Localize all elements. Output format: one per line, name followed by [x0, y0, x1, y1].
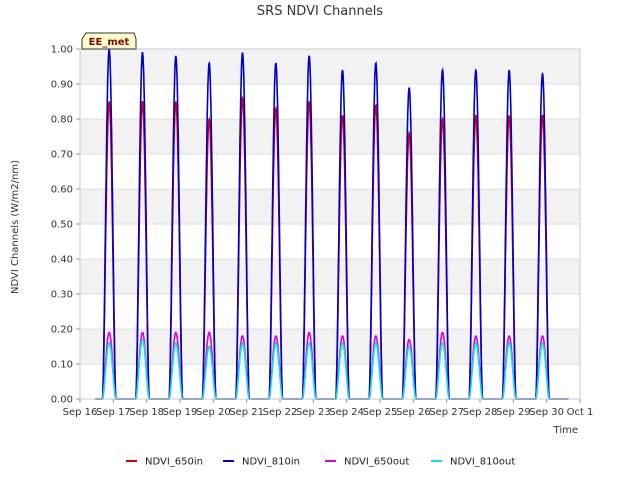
legend-label: NDVI_810out [450, 457, 515, 468]
x-tick-label: Sep 28 [463, 407, 498, 418]
annotation-badge: EE_met [81, 32, 137, 50]
plot-band [80, 294, 580, 329]
badge-label: EE_met [89, 37, 130, 48]
plot-band [80, 154, 580, 189]
plot-band [80, 84, 580, 119]
y-axis-ticks: 0.00 0.10 0.20 0.30 0.40 0.50 0.60 0.70 0.80 0.90… [51, 45, 80, 406]
x-tick-label: Sep 21 [229, 407, 264, 418]
x-tick-label: Sep 16 [63, 407, 98, 418]
x-tick-label: Sep 26 [396, 407, 431, 418]
x-tick-label: Sep 27 [429, 407, 464, 418]
x-tick-label: Sep 17 [96, 407, 131, 418]
legend-label: NDVI_810in [242, 457, 300, 468]
plot-bands [80, 49, 580, 399]
x-tick-label: Sep 19 [163, 407, 198, 418]
legend: NDVI_650in NDVI_810in NDVI_650out NDVI_810o… [126, 457, 515, 468]
plot-band [80, 224, 580, 259]
y-tick-label: 0.70 [51, 150, 73, 161]
x-tick-label: Sep 22 [263, 407, 298, 418]
y-tick-label: 0.30 [51, 290, 73, 301]
x-tick-label: Sep 25 [363, 407, 398, 418]
y-tick-label: 0.80 [51, 115, 73, 126]
plot-band [80, 119, 580, 154]
x-tick-label: Sep 18 [129, 407, 164, 418]
x-tick-label: Sep 30 [529, 407, 564, 418]
badge-shape [81, 32, 137, 50]
y-tick-label: 0.40 [51, 255, 73, 266]
plot-band [80, 189, 580, 224]
legend-label: NDVI_650out [344, 457, 409, 468]
x-tick-label: Oct 1 [567, 407, 594, 418]
chart-title: SRS NDVI Channels [257, 4, 383, 19]
y-tick-label: 1.00 [51, 45, 73, 56]
y-tick-label: 0.50 [51, 220, 73, 231]
y-tick-label: 0.10 [51, 360, 73, 371]
y-tick-label: 0.60 [51, 185, 73, 196]
y-axis-label: NDVI Channels (W/m2/nm) [10, 160, 21, 294]
y-tick-label: 0.00 [51, 395, 73, 406]
x-tick-label: Sep 20 [196, 407, 231, 418]
x-tick-label: Sep 23 [296, 407, 331, 418]
plot-band [80, 364, 580, 399]
y-tick-label: 0.90 [51, 80, 73, 91]
plot-band [80, 259, 580, 294]
y-tick-label: 0.20 [51, 325, 73, 336]
plot-band [80, 329, 580, 364]
x-tick-label: Sep 29 [496, 407, 531, 418]
x-axis-label: Time [553, 425, 578, 436]
plot-band [80, 49, 580, 84]
legend-label: NDVI_650in [145, 457, 203, 468]
x-tick-label: Sep 24 [329, 407, 364, 418]
